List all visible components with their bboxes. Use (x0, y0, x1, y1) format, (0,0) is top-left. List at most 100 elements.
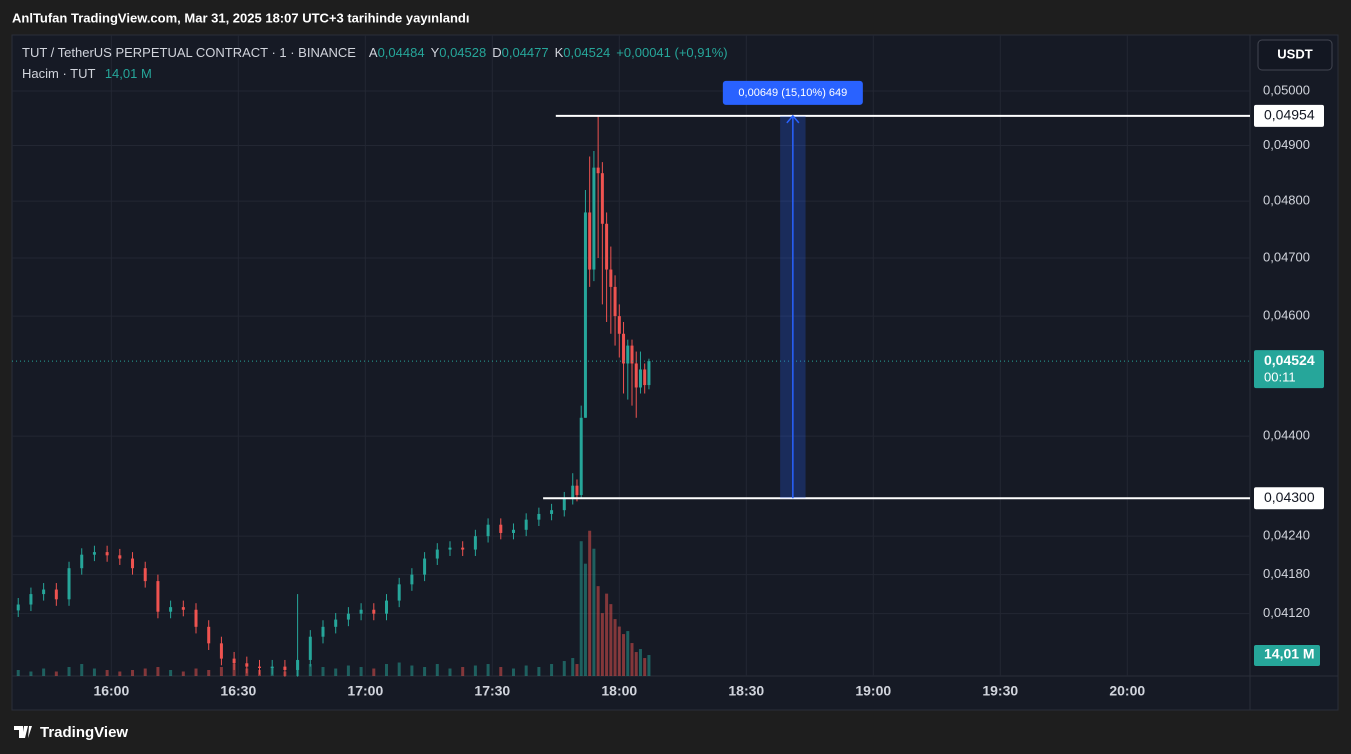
volume-bar (550, 664, 554, 676)
volume-bar (410, 665, 414, 676)
level-label: 0,04954 (1264, 107, 1315, 123)
volume-bar (588, 530, 592, 676)
candle-body (245, 663, 249, 667)
candle-body (143, 568, 147, 582)
candle-body (600, 173, 604, 224)
symbol-legend: TUT / TetherUS PERPETUAL CONTRACT · 1 · … (22, 45, 728, 60)
candle-body (296, 659, 300, 670)
ohlc-key: A (369, 45, 378, 60)
candle-body (630, 345, 634, 364)
last-price-label: 0,04524 (1264, 352, 1315, 368)
candle-body (550, 510, 554, 514)
last-volume-label: 14,01 M (1264, 646, 1315, 662)
ohlc-key: Y (431, 45, 440, 60)
volume-bar (29, 671, 33, 676)
volume-bar (321, 667, 325, 676)
candle-body (232, 658, 236, 664)
candle-body (524, 519, 528, 530)
y-tick-label: 0,04900 (1263, 137, 1310, 152)
page-header: AnlTufan TradingView.com, Mar 31, 2025 1… (12, 10, 469, 25)
x-tick-label: 20:00 (1109, 683, 1145, 699)
volume-bar (571, 658, 575, 676)
grid: 16:00 16:30 17:00 17:30 18:00 18:30 19:00 19:30… (12, 35, 1310, 699)
candle-body (448, 547, 452, 550)
currency-button-label[interactable]: USDT (1277, 46, 1312, 61)
candle-body (346, 613, 350, 620)
y-tick-label: 0,05000 (1263, 82, 1310, 97)
volume-bar (524, 665, 528, 676)
candle-body (397, 584, 401, 601)
candle-body (54, 589, 58, 600)
volume-bar (638, 649, 642, 676)
candle-body (321, 626, 325, 637)
volume-bar (80, 664, 84, 676)
volume-bar (579, 541, 583, 676)
y-tick-label: 0,04700 (1263, 249, 1310, 264)
volume-bar (219, 667, 223, 676)
volume-bar (630, 643, 634, 676)
level-box (1254, 487, 1324, 510)
candle-body (283, 666, 287, 670)
plot (16, 115, 651, 677)
candle-body (622, 333, 626, 364)
candle-body (118, 555, 122, 559)
level-box (1254, 104, 1324, 127)
candle-body (609, 269, 613, 287)
volume-bar (435, 664, 439, 676)
volume-bar (118, 671, 122, 676)
volume-bar (131, 670, 135, 676)
volume-bar (194, 668, 198, 676)
overlays: 0,04524 00:11 0,04954 0,04300 0,00649 (15,10… (12, 80, 1324, 667)
volume-bar (499, 667, 503, 676)
candle-body (194, 609, 198, 627)
candle-body (42, 589, 46, 595)
ohlc-key: D (492, 45, 501, 60)
candle-body (643, 369, 647, 386)
candle-body (461, 547, 465, 550)
candle-body (29, 594, 33, 605)
candle-body (156, 581, 160, 612)
candle-body (583, 212, 587, 418)
ohlc-value: 0,04484 (378, 45, 425, 60)
candle-body (647, 361, 651, 386)
x-tick-label: 18:30 (728, 683, 764, 699)
chart-panel (11, 34, 1339, 711)
candle-body (105, 552, 109, 556)
volume-bar (372, 668, 376, 676)
volume-value: 14,01 M (105, 66, 152, 81)
candle-body (334, 619, 338, 627)
volume-bar (605, 593, 609, 676)
candle-body (575, 485, 579, 496)
volume-bar (448, 668, 452, 676)
candle-body (511, 529, 515, 533)
ohlc-key: K (555, 45, 564, 60)
volume-bar (384, 664, 388, 676)
measure-label: 0,00649 (15,10%) 649 (738, 87, 847, 99)
volume-bar (346, 665, 350, 676)
x-tick-label: 18:00 (601, 683, 637, 699)
volume-bar (617, 626, 621, 676)
candle-body (626, 345, 630, 364)
candle-body (634, 363, 638, 388)
candle-body (384, 600, 388, 614)
volume-bar (308, 664, 312, 676)
volume-bar (511, 668, 515, 676)
currency-button[interactable] (1257, 39, 1333, 71)
candle-body (499, 524, 503, 533)
volume-bar (92, 668, 96, 676)
candle-body (169, 607, 173, 612)
volume-bar (634, 652, 638, 676)
x-tick-label: 16:30 (220, 683, 256, 699)
candle-body (131, 558, 135, 569)
volume-name: Hacim · TUT (22, 66, 95, 81)
footer-logo: TradingView (14, 724, 128, 741)
volume-bar (647, 655, 651, 676)
volume-bar (643, 658, 647, 676)
candle-body (219, 643, 223, 659)
candle-body (92, 552, 96, 555)
candle-body (638, 369, 642, 388)
candle-body (617, 316, 621, 334)
symbol: TUT / TetherUS PERPETUAL CONTRACT · 1 · … (22, 45, 356, 60)
